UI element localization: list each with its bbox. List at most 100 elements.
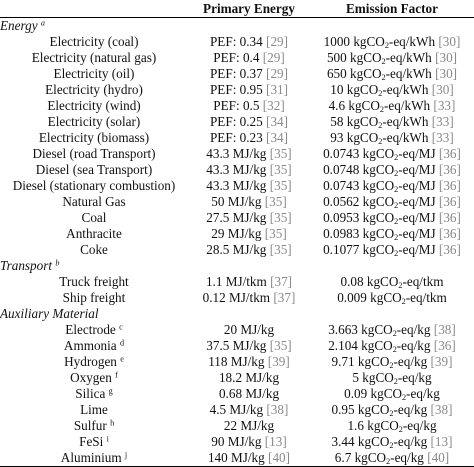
citation-number[interactable]: 34 (270, 114, 284, 130)
citation-number[interactable]: 35 (269, 226, 283, 242)
citation-number[interactable]: 36 (443, 178, 457, 194)
citation[interactable]: [30] (435, 50, 458, 66)
citation[interactable]: [36] (433, 338, 456, 354)
citation[interactable]: [36] (438, 226, 461, 242)
citation[interactable]: [33] (431, 130, 454, 146)
emission-factor-value: 9.71 kgCO2-eq/kg (331, 354, 428, 370)
header-row: Primary Energy Emission Factor (0, 0, 474, 18)
citation-number[interactable]: 38 (438, 322, 452, 338)
citation-number[interactable]: 30 (439, 66, 453, 82)
table-body: Energy a Electricity (coal) PEF: 0.34 [29]… (0, 18, 474, 467)
citation-number[interactable]: 35 (274, 242, 288, 258)
citation[interactable]: [13] (430, 434, 453, 450)
footnote-mark: f (115, 370, 118, 380)
citation[interactable]: [36] (438, 210, 461, 226)
citation[interactable]: [36] (438, 146, 461, 162)
citation-number[interactable]: 30 (436, 82, 450, 98)
citation[interactable]: [32] (262, 98, 285, 114)
table-row: Electricity (hydro) PEF: 0.95 [31] 10 kgCO… (0, 82, 474, 98)
citation[interactable]: [13] (264, 434, 287, 450)
citation-number[interactable]: 30 (442, 34, 456, 50)
citation-number[interactable]: 33 (436, 114, 450, 130)
citation[interactable]: [36] (438, 194, 461, 210)
citation-number[interactable]: 36 (443, 210, 457, 226)
primary-energy-value-cell: 28.5 MJ/kg [35] (188, 242, 310, 258)
citation-number[interactable]: 39 (434, 354, 449, 370)
section-title-cell: Auxiliary Material (0, 306, 474, 322)
citation[interactable]: [35] (269, 146, 292, 162)
citation[interactable]: [39] (267, 354, 290, 370)
citation-number[interactable]: 33 (436, 130, 450, 146)
citation[interactable]: [35] (269, 242, 292, 258)
citation[interactable]: [34] (266, 130, 289, 146)
citation[interactable]: [31] (266, 82, 289, 98)
citation[interactable]: [29] (266, 34, 289, 50)
citation[interactable]: [37] (270, 274, 293, 290)
item-name-cell: Electricity (biomass) (0, 130, 188, 146)
citation[interactable]: [35] (269, 178, 292, 194)
primary-energy-value-cell: 29 MJ/kg [35] (188, 226, 310, 242)
citation-number[interactable]: 36 (443, 242, 457, 258)
citation-number[interactable]: 33 (437, 98, 451, 114)
item-name-cell: Truck freight (0, 274, 188, 290)
citation-number[interactable]: 35 (274, 146, 288, 162)
citation[interactable]: [29] (266, 66, 289, 82)
citation-number[interactable]: 40 (431, 450, 445, 466)
citation[interactable]: [33] (431, 114, 454, 130)
citation[interactable]: [35] (269, 210, 292, 226)
citation-number[interactable]: 36 (443, 146, 457, 162)
citation[interactable]: [35] (269, 338, 292, 354)
citation-number[interactable]: 29 (267, 50, 281, 66)
citation-number[interactable]: 36 (443, 226, 457, 242)
citation-number[interactable]: 38 (270, 402, 284, 418)
citation[interactable]: [38] (266, 402, 289, 418)
citation[interactable]: [40] (427, 450, 450, 466)
primary-energy-value: 43.3 MJ/kg (206, 178, 267, 194)
citation[interactable]: [38] (430, 402, 453, 418)
citation-number[interactable]: 36 (438, 338, 452, 354)
citation-number[interactable]: 29 (270, 66, 284, 82)
citation[interactable]: [39] (430, 354, 453, 370)
citation-number[interactable]: 35 (269, 194, 283, 210)
citation-number[interactable]: 37 (277, 290, 291, 306)
citation-number[interactable]: 35 (274, 162, 288, 178)
citation-number[interactable]: 36 (443, 162, 457, 178)
citation[interactable]: [33] (433, 98, 456, 114)
section-header-row: Transport b (0, 258, 474, 274)
primary-energy-value-cell: 50 MJ/kg [35] (188, 194, 310, 210)
citation[interactable]: [38] (433, 322, 456, 338)
item-name: Ship freight (62, 290, 126, 306)
citation-number[interactable]: 29 (270, 34, 284, 50)
citation[interactable]: [29] (262, 50, 285, 66)
citation-number[interactable]: 36 (443, 194, 457, 210)
primary-energy-value-cell: 18.2 MJ/kg (188, 370, 310, 386)
citation-number[interactable]: 35 (274, 338, 288, 354)
citation-number[interactable]: 37 (274, 274, 288, 290)
citation[interactable]: [30] (435, 66, 458, 82)
citation-number[interactable]: 31 (270, 82, 284, 98)
citation[interactable]: [30] (438, 34, 461, 50)
citation-number[interactable]: 39 (272, 354, 286, 370)
emission-factor-value-cell: 3.44 kgCO2-eq/kg [13] (310, 434, 474, 450)
citation-number[interactable]: 35 (274, 210, 288, 226)
citation-number[interactable]: 32 (267, 98, 281, 114)
citation[interactable]: [36] (438, 178, 461, 194)
citation[interactable]: [35] (264, 226, 287, 242)
citation-number[interactable]: 13 (269, 434, 283, 450)
citation-number[interactable]: 30 (439, 50, 453, 66)
citation[interactable]: [40] (268, 450, 291, 466)
citation-number[interactable]: 13 (434, 434, 449, 450)
citation[interactable]: [30] (431, 82, 454, 98)
citation-number[interactable]: 34 (270, 130, 284, 146)
citation[interactable]: [37] (273, 290, 296, 306)
citation[interactable]: [36] (438, 162, 461, 178)
citation-number[interactable]: 38 (434, 402, 449, 418)
citation[interactable]: [35] (264, 194, 287, 210)
citation-number[interactable]: 40 (272, 450, 286, 466)
citation[interactable]: [35] (269, 162, 292, 178)
citation[interactable]: [36] (438, 242, 461, 258)
citation[interactable]: [34] (266, 114, 289, 130)
table-row: Silica g 0.68 MJ/kg 0.09 kgCO2-eq/kg (0, 386, 474, 402)
table-row: Electricity (coal) PEF: 0.34 [29] 1000 kgC… (0, 34, 474, 50)
citation-number[interactable]: 35 (274, 178, 288, 194)
